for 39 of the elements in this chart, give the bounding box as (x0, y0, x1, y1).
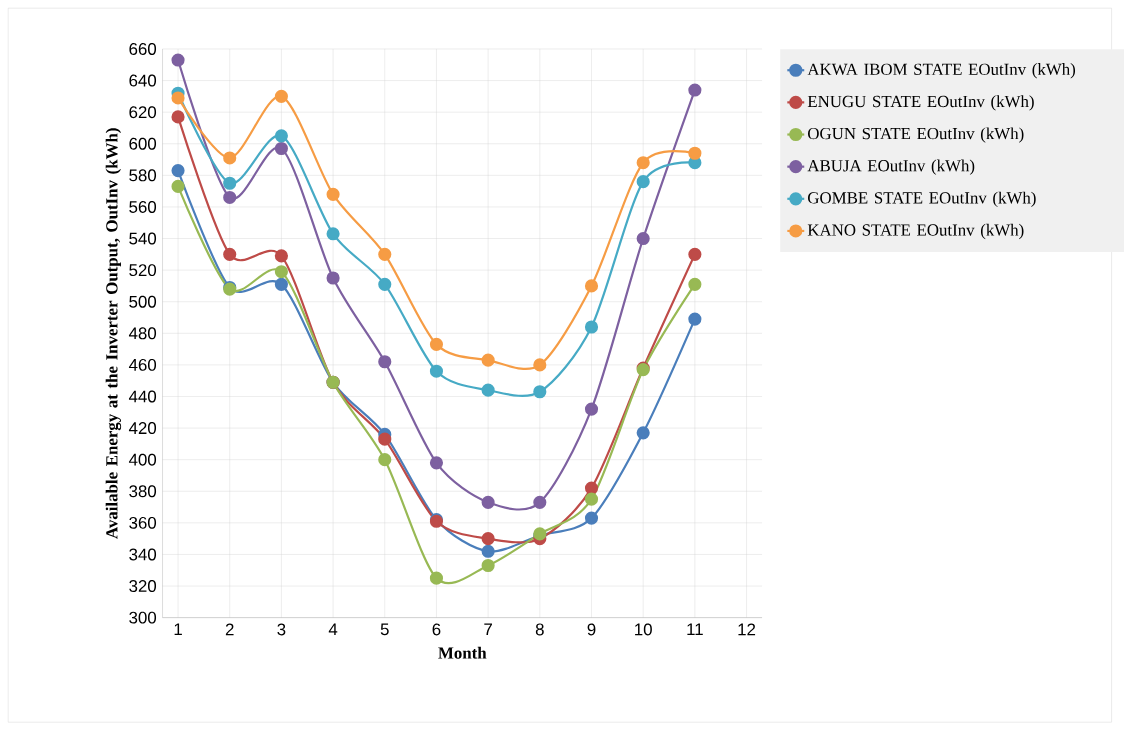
x-axis-title: Month (438, 646, 487, 659)
y-tick-label: 460 (128, 358, 157, 371)
legend-label: GOMBE STATE EOutInv (kWh) (808, 191, 1036, 207)
x-tick-label: 11 (687, 623, 703, 635)
y-tick-label: 520 (129, 263, 157, 276)
y-tick-label: 640 (129, 74, 157, 87)
y-tick-label: 440 (128, 390, 157, 403)
x-tick-label: 10 (635, 623, 652, 636)
x-tick-label: 5 (380, 623, 389, 636)
legend-label: AKWA IBOM STATE EOutInv (kWh) (807, 62, 1076, 79)
x-tick-label: 3 (277, 623, 286, 636)
y-tick-label: 360 (129, 516, 157, 529)
x-tick-label: 12 (738, 623, 756, 636)
x-tick-label: 7 (484, 623, 492, 635)
x-tick-label: 8 (535, 623, 544, 636)
y-tick-label: 620 (129, 106, 157, 118)
y-axis-title: Available Energy at the Inverter Output, OutInv (kWh) (105, 128, 122, 539)
x-tick-label: 2 (225, 623, 234, 636)
legend-label: ABUJA EOutInv (kWh) (807, 159, 975, 175)
y-tick-label: 500 (129, 295, 157, 308)
legend-label: ENUGU STATE EOutInv (kWh) (807, 95, 1034, 111)
y-tick-label: 480 (128, 327, 157, 340)
y-tick-label: 660 (129, 42, 157, 55)
y-tick-label: 340 (129, 548, 157, 561)
y-tick-label: 380 (129, 485, 157, 498)
y-tick-label: 580 (129, 169, 157, 182)
y-tick-label: 420 (128, 421, 157, 434)
y-tick-label: 400 (128, 453, 157, 466)
x-tick-label: 4 (328, 623, 338, 635)
x-tick-label: 9 (587, 623, 596, 636)
y-tick-label: 540 (129, 232, 157, 245)
legend-label: OGUN STATE EOutInv (kWh) (808, 127, 1024, 143)
y-tick-label: 600 (129, 137, 157, 150)
y-tick-label: 560 (129, 200, 157, 213)
x-tick-label: 1 (174, 623, 182, 635)
y-tick-label: 300 (129, 611, 157, 624)
y-tick-label: 320 (129, 579, 157, 592)
legend-label: KANO STATE EOutInv (kWh) (807, 223, 1024, 239)
x-tick-label: 6 (432, 623, 441, 636)
